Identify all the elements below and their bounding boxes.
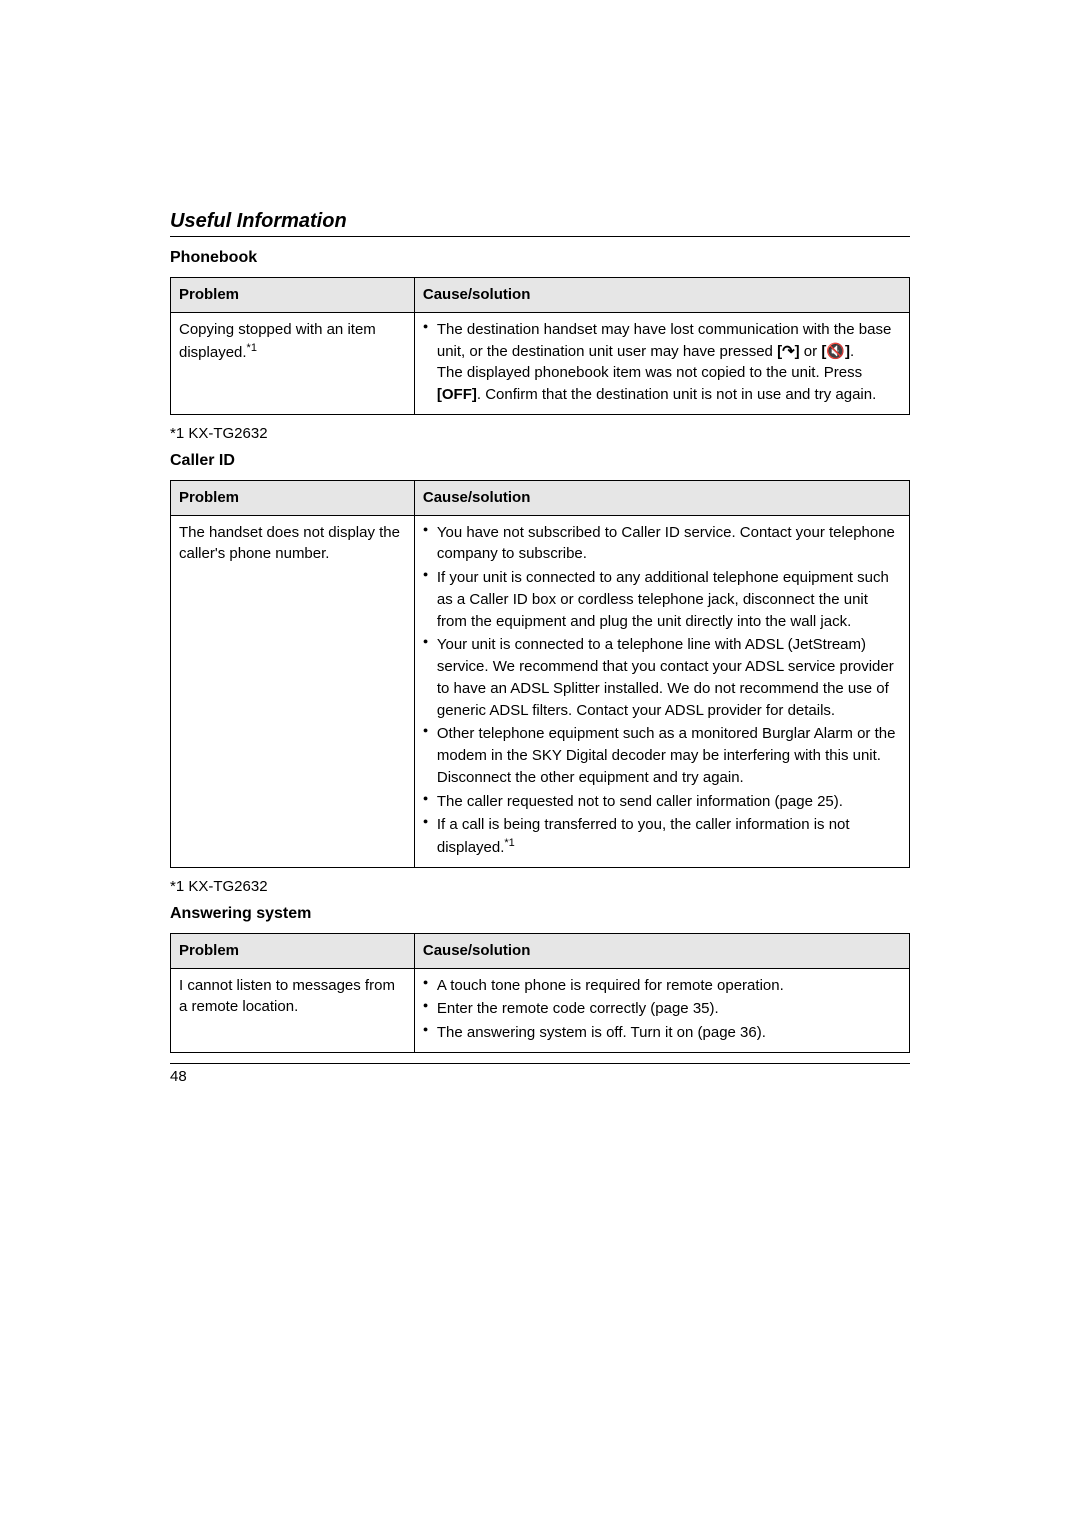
- answering-table: Problem Cause/solution I cannot listen t…: [170, 933, 910, 1053]
- cont-b: . Confirm that the destination unit is n…: [477, 386, 876, 403]
- callerid-bullet-5: The caller requested not to send caller …: [423, 791, 901, 813]
- callerid-bullet-2: If your unit is connected to any additio…: [423, 567, 901, 632]
- phonebook-continuation: The displayed phonebook item was not cop…: [437, 362, 901, 406]
- answering-bullet-2: Enter the remote code correctly (page 35…: [423, 998, 901, 1020]
- page-number: 48: [170, 1063, 910, 1085]
- callerid-bullet-3: Your unit is connected to a telephone li…: [423, 634, 901, 721]
- handset-icon: ↷: [782, 341, 795, 363]
- phonebook-footnote: *1 KX-TG2632: [170, 425, 910, 442]
- table-row: Copying stopped with an item displayed.*…: [171, 312, 910, 414]
- period: .: [850, 343, 854, 360]
- callerid-cause-cell: You have not subscribed to Caller ID ser…: [414, 515, 909, 867]
- phonebook-problem-text: Copying stopped with an item displayed.: [179, 321, 376, 361]
- off-label: OFF: [442, 386, 472, 403]
- cont-a: The displayed phonebook item was not cop…: [437, 364, 862, 381]
- answering-bullet-1: A touch tone phone is required for remot…: [423, 975, 901, 997]
- answering-problem-cell: I cannot listen to messages from a remot…: [171, 968, 415, 1052]
- speaker-mute-icon: 🔇: [826, 341, 845, 363]
- answering-heading: Answering system: [170, 905, 910, 923]
- phonebook-heading: Phonebook: [170, 249, 910, 267]
- or-text: or: [800, 343, 822, 360]
- answering-header-cause: Cause/solution: [414, 933, 909, 968]
- callerid-bullet-4: Other telephone equipment such as a moni…: [423, 723, 901, 788]
- phonebook-cause-cell: The destination handset may have lost co…: [414, 312, 909, 414]
- table-row: I cannot listen to messages from a remot…: [171, 968, 910, 1052]
- callerid-footnote: *1 KX-TG2632: [170, 878, 910, 895]
- callerid-b6-sup: *1: [504, 837, 514, 849]
- callerid-heading: Caller ID: [170, 452, 910, 470]
- answering-cause-cell: A touch tone phone is required for remot…: [414, 968, 909, 1052]
- phonebook-problem-cell: Copying stopped with an item displayed.*…: [171, 312, 415, 414]
- answering-header-problem: Problem: [171, 933, 415, 968]
- callerid-problem-cell: The handset does not display the caller'…: [171, 515, 415, 867]
- section-title: Useful Information: [170, 210, 910, 237]
- callerid-b6-text: If a call is being transferred to you, t…: [437, 816, 850, 856]
- answering-bullet-3: The answering system is off. Turn it on …: [423, 1022, 901, 1044]
- table-row: The handset does not display the caller'…: [171, 515, 910, 867]
- phonebook-header-problem: Problem: [171, 278, 415, 313]
- callerid-header-problem: Problem: [171, 480, 415, 515]
- callerid-bullet-6: If a call is being transferred to you, t…: [423, 814, 901, 859]
- callerid-bullet-1: You have not subscribed to Caller ID ser…: [423, 522, 901, 566]
- phonebook-table: Problem Cause/solution Copying stopped w…: [170, 277, 910, 415]
- callerid-header-cause: Cause/solution: [414, 480, 909, 515]
- callerid-table: Problem Cause/solution The handset does …: [170, 480, 910, 868]
- phonebook-problem-sup: *1: [247, 342, 257, 354]
- phonebook-header-cause: Cause/solution: [414, 278, 909, 313]
- phonebook-bullet-1: The destination handset may have lost co…: [423, 319, 901, 406]
